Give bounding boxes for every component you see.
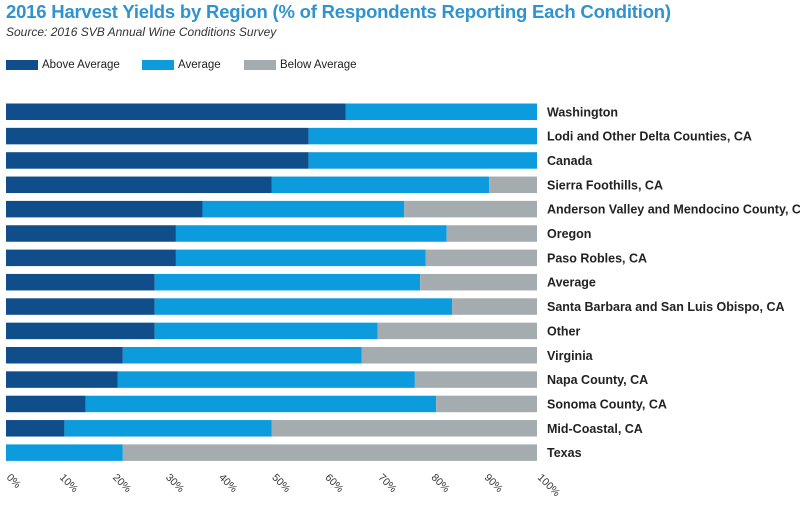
bar-above-average-sierra-foothills-ca bbox=[6, 176, 272, 194]
bar-below-average-average bbox=[420, 273, 537, 291]
x-tick-label-0: 0% bbox=[4, 472, 23, 491]
x-tick-label-10: 100% bbox=[535, 472, 562, 499]
bar-average-paso-robles-ca bbox=[175, 249, 426, 267]
x-tick-label-7: 70% bbox=[376, 472, 399, 495]
bar-average-napa-county-ca bbox=[117, 371, 415, 388]
category-label-average: Average bbox=[547, 276, 596, 290]
legend-label-below-average: Below Average bbox=[280, 59, 357, 71]
bar-below-average-other bbox=[377, 322, 537, 340]
bar-average-virginia bbox=[122, 347, 362, 364]
chart-source: Source: 2016 SVB Annual Wine Conditions … bbox=[6, 25, 277, 39]
bar-below-average-napa-county-ca bbox=[414, 371, 537, 388]
x-tick-label-2: 20% bbox=[110, 472, 133, 495]
bar-below-average-texas bbox=[122, 444, 537, 461]
legend-label-above-average: Above Average bbox=[42, 59, 120, 71]
bar-below-average-anderson-valley-and-mendocino-county-ca bbox=[404, 200, 537, 218]
bar-average-other bbox=[154, 322, 378, 340]
bar-average-average bbox=[154, 273, 421, 291]
x-tick-label-5: 50% bbox=[269, 472, 292, 495]
bar-average-mid-coastal-ca bbox=[64, 420, 272, 437]
category-label-lodi-and-other-delta-counties-ca: Lodi and Other Delta Counties, CA bbox=[547, 130, 752, 144]
x-tick-label-3: 30% bbox=[163, 472, 186, 495]
bar-below-average-sierra-foothills-ca bbox=[489, 176, 537, 194]
bar-below-average-mid-coastal-ca bbox=[271, 420, 537, 437]
bar-average-sonoma-county-ca bbox=[85, 395, 437, 413]
bar-average-oregon bbox=[175, 225, 447, 242]
bar-below-average-oregon bbox=[446, 225, 537, 242]
category-label-virginia: Virginia bbox=[547, 349, 594, 363]
bar-average-canada bbox=[308, 152, 537, 169]
x-tick-label-1: 10% bbox=[57, 472, 80, 495]
bar-above-average-anderson-valley-and-mendocino-county-ca bbox=[6, 200, 203, 218]
bar-average-texas bbox=[6, 444, 123, 461]
x-tick-label-8: 80% bbox=[429, 472, 452, 495]
category-label-sierra-foothills-ca: Sierra Foothills, CA bbox=[547, 178, 663, 192]
bar-above-average-washington bbox=[6, 103, 346, 120]
bar-above-average-lodi-and-other-delta-counties-ca bbox=[6, 127, 309, 145]
bar-below-average-santa-barbara-and-san-luis-obispo-ca bbox=[452, 298, 537, 315]
bar-above-average-average bbox=[6, 273, 155, 291]
x-tick-label-9: 90% bbox=[482, 472, 505, 495]
bar-below-average-paso-robles-ca bbox=[425, 249, 537, 267]
bar-above-average-virginia bbox=[6, 347, 123, 364]
category-label-canada: Canada bbox=[547, 154, 593, 168]
bar-above-average-mid-coastal-ca bbox=[6, 420, 65, 437]
x-tick-label-6: 60% bbox=[322, 472, 345, 495]
category-label-sonoma-county-ca: Sonoma County, CA bbox=[547, 397, 667, 411]
category-label-oregon: Oregon bbox=[547, 227, 591, 241]
bar-above-average-santa-barbara-and-san-luis-obispo-ca bbox=[6, 298, 155, 315]
bar-average-sierra-foothills-ca bbox=[271, 176, 490, 194]
legend-swatch-above-average bbox=[6, 60, 38, 70]
category-label-other: Other bbox=[547, 324, 580, 338]
bar-average-santa-barbara-and-san-luis-obispo-ca bbox=[154, 298, 453, 315]
bar-below-average-virginia bbox=[361, 347, 537, 364]
bar-average-anderson-valley-and-mendocino-county-ca bbox=[202, 200, 405, 218]
legend-label-average: Average bbox=[178, 59, 221, 71]
legend-swatch-below-average bbox=[244, 60, 276, 70]
bar-below-average-sonoma-county-ca bbox=[436, 395, 537, 413]
bar-above-average-napa-county-ca bbox=[6, 371, 118, 388]
bar-average-washington bbox=[345, 103, 537, 120]
bar-above-average-sonoma-county-ca bbox=[6, 395, 86, 413]
category-label-washington: Washington bbox=[547, 105, 618, 119]
bar-above-average-other bbox=[6, 322, 155, 340]
category-label-napa-county-ca: Napa County, CA bbox=[547, 373, 648, 387]
legend-swatch-average bbox=[142, 60, 174, 70]
category-label-paso-robles-ca: Paso Robles, CA bbox=[547, 251, 647, 265]
category-label-santa-barbara-and-san-luis-obispo-ca: Santa Barbara and San Luis Obispo, CA bbox=[547, 300, 785, 314]
bar-average-lodi-and-other-delta-counties-ca bbox=[308, 127, 537, 145]
bar-above-average-oregon bbox=[6, 225, 176, 242]
category-label-texas: Texas bbox=[547, 446, 582, 460]
x-tick-label-4: 40% bbox=[216, 472, 239, 495]
bar-above-average-canada bbox=[6, 152, 309, 169]
category-label-mid-coastal-ca: Mid-Coastal, CA bbox=[547, 422, 643, 436]
category-label-anderson-valley-and-mendocino-county-ca: Anderson Valley and Mendocino County, CA bbox=[547, 203, 800, 217]
bar-above-average-paso-robles-ca bbox=[6, 249, 176, 267]
chart-title: 2016 Harvest Yields by Region (% of Resp… bbox=[6, 1, 671, 22]
